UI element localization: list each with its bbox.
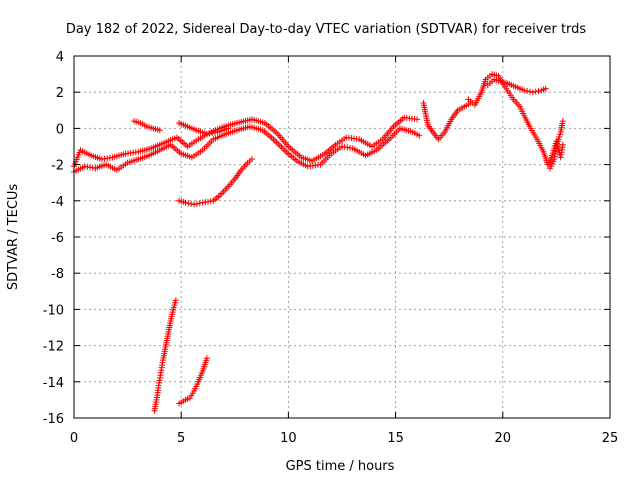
data-point <box>225 125 232 132</box>
y-tick-label: -12 <box>43 340 64 355</box>
x-tick-label: 0 <box>70 431 78 446</box>
data-point <box>521 87 528 94</box>
data-point <box>196 200 203 207</box>
data-point <box>529 89 536 96</box>
data-point <box>559 141 566 148</box>
y-axis-label: SDTVAR / TECUs <box>6 184 21 291</box>
y-tick-label: 2 <box>56 86 64 101</box>
data-point <box>191 201 198 208</box>
gridlines <box>74 56 610 418</box>
series-arc-22h <box>546 118 566 172</box>
data-point <box>542 85 549 92</box>
data-point <box>416 132 423 139</box>
data-point <box>188 200 195 207</box>
series-steep-5h <box>176 355 210 407</box>
chart-title: Day 182 of 2022, Sidereal Day-to-day VTE… <box>66 22 587 37</box>
series-arc-3h <box>131 118 163 134</box>
series-arc-16h <box>420 100 474 143</box>
data-point <box>559 118 566 125</box>
series-steep-4h <box>151 297 179 414</box>
x-tick-label: 10 <box>280 431 297 446</box>
y-tick-label: 0 <box>56 122 64 137</box>
data-point <box>248 156 255 163</box>
y-tick-label: -8 <box>51 267 64 282</box>
y-tick-label: -14 <box>43 376 64 391</box>
data-point <box>156 127 163 134</box>
y-tick-label: 4 <box>56 50 64 65</box>
y-tick-label: -4 <box>51 195 64 210</box>
data-point <box>532 88 539 95</box>
data-point <box>193 200 200 207</box>
data-point <box>182 199 189 206</box>
series-arc-19h-b <box>484 76 549 96</box>
y-tick-label: -2 <box>51 159 64 174</box>
x-tick-label: 15 <box>387 431 404 446</box>
data-point <box>414 116 421 123</box>
x-axis-label: GPS time / hours <box>286 459 395 474</box>
series-arc-5h <box>176 119 232 137</box>
data-point <box>535 87 542 94</box>
data-point <box>172 297 179 304</box>
data-point <box>524 87 531 94</box>
x-tick-label: 20 <box>495 431 512 446</box>
data-point <box>203 355 210 362</box>
series-band-lower <box>71 123 423 175</box>
x-tick-label: 5 <box>177 431 185 446</box>
x-tick-label: 25 <box>602 431 619 446</box>
y-tick-label: -6 <box>51 231 64 246</box>
y-tick-label: -10 <box>43 303 64 318</box>
series-arc-19h <box>465 71 566 168</box>
y-tick-label: -16 <box>43 412 64 427</box>
data-point <box>185 200 192 207</box>
data-points <box>71 71 566 414</box>
series-band-upper <box>71 114 421 170</box>
series-arc-lower-5h <box>176 156 255 208</box>
data-point <box>526 88 533 95</box>
